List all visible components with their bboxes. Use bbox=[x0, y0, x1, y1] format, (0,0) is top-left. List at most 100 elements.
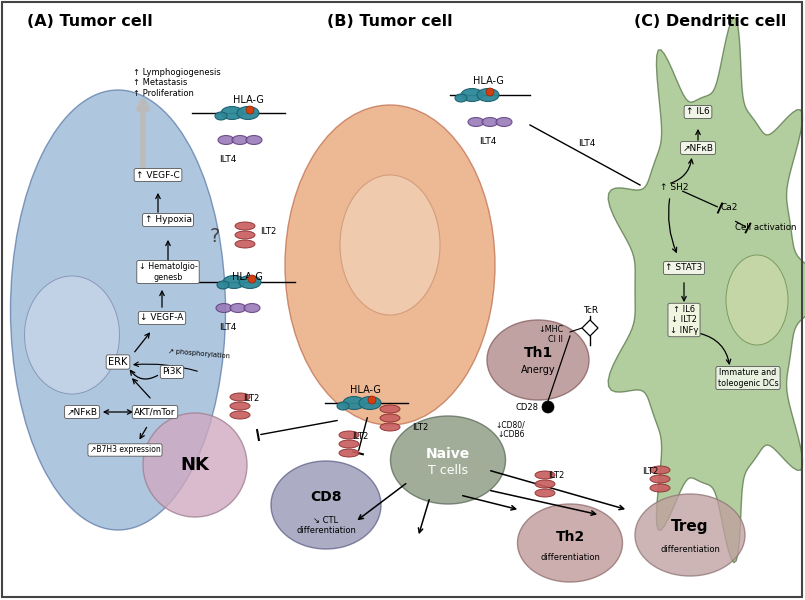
Text: differentiation: differentiation bbox=[660, 545, 720, 554]
Text: ↓MHC
Cl II: ↓MHC Cl II bbox=[538, 325, 563, 344]
Ellipse shape bbox=[223, 275, 245, 289]
Ellipse shape bbox=[246, 136, 262, 145]
Ellipse shape bbox=[650, 475, 670, 483]
Text: ERK: ERK bbox=[109, 357, 128, 367]
Text: ↓ Hematolgio-
genesb: ↓ Hematolgio- genesb bbox=[138, 262, 197, 281]
Text: AKT/mTor: AKT/mTor bbox=[134, 407, 175, 416]
Text: ↗ phosphorylation: ↗ phosphorylation bbox=[168, 347, 230, 359]
Ellipse shape bbox=[343, 397, 365, 409]
Ellipse shape bbox=[215, 112, 227, 120]
Text: ↑ SH2: ↑ SH2 bbox=[660, 184, 688, 193]
Text: T cells: T cells bbox=[428, 463, 468, 476]
Text: ILT4: ILT4 bbox=[479, 137, 497, 146]
Text: Anergy: Anergy bbox=[521, 365, 555, 375]
Text: ↑ STAT3: ↑ STAT3 bbox=[666, 263, 703, 272]
Ellipse shape bbox=[380, 423, 400, 431]
Ellipse shape bbox=[230, 411, 250, 419]
Ellipse shape bbox=[24, 276, 119, 394]
Ellipse shape bbox=[217, 281, 229, 289]
Text: ILT4: ILT4 bbox=[578, 139, 596, 148]
Ellipse shape bbox=[468, 118, 484, 127]
Text: ↑ VEGF-C: ↑ VEGF-C bbox=[136, 170, 180, 179]
Text: ILT2: ILT2 bbox=[243, 394, 259, 403]
Ellipse shape bbox=[230, 393, 250, 401]
Ellipse shape bbox=[650, 484, 670, 492]
Ellipse shape bbox=[339, 431, 359, 439]
Text: ILT2: ILT2 bbox=[548, 471, 564, 480]
Ellipse shape bbox=[235, 231, 255, 239]
Ellipse shape bbox=[340, 175, 440, 315]
Text: ↑ Hypoxia: ↑ Hypoxia bbox=[145, 215, 192, 224]
Text: CD8: CD8 bbox=[310, 490, 342, 504]
Ellipse shape bbox=[339, 440, 359, 448]
Ellipse shape bbox=[477, 88, 499, 101]
Text: ↓ VEGF-A: ↓ VEGF-A bbox=[140, 313, 184, 323]
Ellipse shape bbox=[359, 397, 381, 409]
Ellipse shape bbox=[235, 222, 255, 230]
Ellipse shape bbox=[726, 255, 788, 345]
Ellipse shape bbox=[239, 275, 261, 289]
Circle shape bbox=[368, 396, 376, 404]
Ellipse shape bbox=[285, 105, 495, 425]
Ellipse shape bbox=[237, 107, 259, 119]
Text: ↑ Lymphogiogenesis
↑ Metastasis
↑ Proliferation: ↑ Lymphogiogenesis ↑ Metastasis ↑ Prolif… bbox=[133, 68, 221, 98]
Ellipse shape bbox=[337, 402, 349, 410]
Text: Ca2: Ca2 bbox=[720, 203, 737, 212]
Text: ILT2: ILT2 bbox=[412, 422, 428, 431]
Ellipse shape bbox=[232, 136, 248, 145]
Text: Pi3K: Pi3K bbox=[163, 367, 182, 377]
Text: ↑ IL6: ↑ IL6 bbox=[686, 107, 710, 116]
Text: ILT2: ILT2 bbox=[642, 467, 658, 476]
Circle shape bbox=[542, 401, 554, 413]
Ellipse shape bbox=[380, 414, 400, 422]
Text: ↗NFкB: ↗NFкB bbox=[67, 407, 97, 416]
Text: Th1: Th1 bbox=[523, 346, 552, 360]
Text: TcR: TcR bbox=[583, 306, 598, 315]
Text: ↑ IL6
↓ ILT2
↓ INFγ: ↑ IL6 ↓ ILT2 ↓ INFγ bbox=[670, 305, 698, 335]
Ellipse shape bbox=[535, 489, 555, 497]
Text: ILT2: ILT2 bbox=[352, 432, 368, 441]
Ellipse shape bbox=[535, 471, 555, 479]
Ellipse shape bbox=[339, 449, 359, 457]
Text: ILT4: ILT4 bbox=[219, 155, 237, 164]
Text: ↗B7H3 expression: ↗B7H3 expression bbox=[89, 445, 160, 455]
Ellipse shape bbox=[518, 504, 622, 582]
Text: HLA-G: HLA-G bbox=[233, 95, 263, 105]
Text: ↓CD80/
↓CDB6: ↓CD80/ ↓CDB6 bbox=[495, 420, 525, 439]
Text: NK: NK bbox=[180, 456, 209, 474]
Text: differentiation: differentiation bbox=[540, 553, 600, 562]
Ellipse shape bbox=[216, 304, 232, 313]
Text: (C) Dendritic cell: (C) Dendritic cell bbox=[634, 14, 786, 29]
Text: Immature and
toleogenic DCs: Immature and toleogenic DCs bbox=[718, 368, 778, 388]
Text: HLA-G: HLA-G bbox=[232, 272, 262, 282]
Ellipse shape bbox=[10, 90, 225, 530]
Text: ↗NFкB: ↗NFкB bbox=[683, 143, 713, 152]
Ellipse shape bbox=[244, 304, 260, 313]
Ellipse shape bbox=[230, 402, 250, 410]
Text: Naive: Naive bbox=[426, 447, 470, 461]
Ellipse shape bbox=[380, 405, 400, 413]
Text: (B) Tumor cell: (B) Tumor cell bbox=[327, 14, 453, 29]
Circle shape bbox=[143, 413, 247, 517]
Ellipse shape bbox=[482, 118, 498, 127]
Ellipse shape bbox=[221, 107, 243, 119]
Ellipse shape bbox=[218, 136, 234, 145]
Text: HLA-G: HLA-G bbox=[349, 385, 381, 395]
Text: HLA-G: HLA-G bbox=[473, 76, 503, 86]
Text: Th2: Th2 bbox=[555, 530, 584, 544]
Polygon shape bbox=[582, 320, 598, 336]
Ellipse shape bbox=[535, 480, 555, 488]
Ellipse shape bbox=[455, 94, 467, 102]
Text: ILT2: ILT2 bbox=[260, 227, 276, 236]
Circle shape bbox=[248, 275, 256, 283]
Ellipse shape bbox=[230, 304, 246, 313]
Ellipse shape bbox=[487, 320, 589, 400]
Text: ↘ CTL
differentiation: ↘ CTL differentiation bbox=[296, 516, 356, 535]
Text: Treg: Treg bbox=[671, 520, 708, 535]
Polygon shape bbox=[609, 17, 805, 563]
Ellipse shape bbox=[235, 240, 255, 248]
Ellipse shape bbox=[461, 88, 483, 101]
Text: Cell activation: Cell activation bbox=[735, 223, 796, 232]
Ellipse shape bbox=[650, 466, 670, 474]
Text: (A) Tumor cell: (A) Tumor cell bbox=[27, 14, 153, 29]
